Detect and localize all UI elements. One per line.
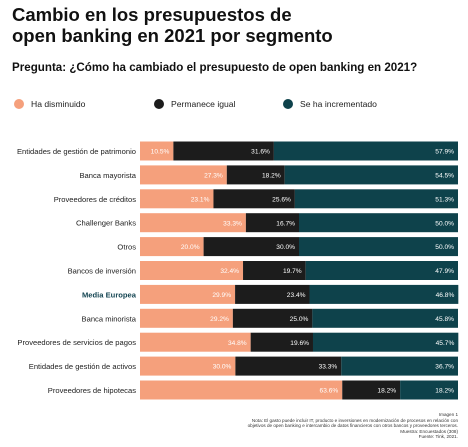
chart-footer: Imagen 1 Nota: El gasto puede incluir IT… [40,412,458,440]
legend-swatch-same [154,99,164,109]
bar-segment-same [245,213,299,233]
bar-segment-increased [400,380,458,400]
bar-segment-same [232,308,313,328]
bar-value-label-same: 19.7% [283,268,302,275]
bar-segment-increased [299,213,458,233]
chart-title-line-2: open banking en 2021 por segmento [12,25,333,46]
bar-value-label-increased: 54.5% [435,173,454,180]
bar-value-label-same: 31.6% [251,149,270,156]
bar-value-label-same: 25.6% [272,196,291,203]
bar-value-label-decreased: 63.6% [320,388,339,395]
bar-value-label-same: 19.6% [290,340,309,347]
bar-segment-increased [312,332,459,352]
category-label: Challenger Banks [76,219,136,228]
legend-item-increased: Se ha incrementado [283,97,377,111]
chart-title-line-1: Cambio en los presupuestos de [12,4,292,25]
footer-note-line-1: Nota: El gasto puede incluir IT, product… [251,417,458,423]
bar-value-label-increased: 18.2% [435,388,454,395]
footer-note-line-2: objetivos de open banking e intercambio … [247,423,458,429]
bar-segment-same [213,189,295,209]
bar-value-label-same: 23.4% [287,292,306,299]
bar-segment-same [235,284,310,304]
stacked-bar-chart: Entidades de gestión de patrimonio 10.5% 3… [17,141,459,400]
bar-value-label-decreased: 34.8% [228,340,247,347]
bar-segment-same [342,380,401,400]
bar-segment-decreased [140,308,233,328]
bar-segment-decreased [140,213,246,233]
bar-segment-increased [341,356,458,376]
bar-value-label-decreased: 29.9% [212,292,231,299]
footer-sample: Muestra: Encuestados (308) [400,428,458,434]
bar-segment-decreased [140,189,214,209]
category-label: Entidades de gestión de activos [29,362,136,371]
category-label: Otros [117,243,136,252]
bar-segment-increased [305,261,458,280]
bar-segment-increased [312,308,458,328]
bar-value-label-decreased: 30.0% [213,364,232,371]
category-label: Proveedores de hipotecas [48,386,136,395]
bar-value-label-same: 33.3% [319,364,338,371]
bar-segment-decreased [140,332,251,352]
footer-source: Fuente: Tink, 2021. [418,434,458,440]
chart-subtitle-question: Pregunta: ¿Cómo ha cambiado el presupues… [12,61,418,74]
legend-item-same: Permanece igual [154,97,236,111]
chart-legend: Ha disminuido Permanece igual Se ha incr… [14,97,454,111]
bar-value-label-same: 18.2% [262,173,281,180]
legend-label-decreased: Ha disminuido [31,99,86,109]
bar-value-label-decreased: 29.2% [210,316,229,323]
bar-segment-increased [299,237,458,257]
bar-segment-decreased [140,356,236,376]
bar-value-label-decreased: 27.3% [204,173,223,180]
legend-label-increased: Se ha incrementado [300,99,377,109]
bar-segment-same [203,237,299,257]
bar-value-label-same: 18.2% [377,388,396,395]
bar-segment-increased [309,284,459,304]
bar-segment-decreased [140,237,204,257]
bar-segment-same [173,141,274,161]
bar-segment-same [250,332,313,352]
legend-label-same: Permanece igual [171,99,236,109]
bar-segment-increased [294,189,458,209]
bar-value-label-increased: 50.0% [435,220,454,227]
bar-value-label-increased: 57.9% [435,149,454,156]
bar-value-label-decreased: 20.0% [181,244,200,251]
bar-value-label-increased: 50.0% [435,244,454,251]
bar-value-label-same: 30.0% [276,244,295,251]
chart-title: Cambio en los presupuestos de open banki… [12,4,452,46]
bar-value-label-increased: 45.8% [435,316,454,323]
bar-segment-decreased [140,261,244,280]
bar-value-label-increased: 36.7% [435,364,454,371]
bar-segment-increased [284,165,458,185]
bar-segment-decreased [140,141,174,161]
legend-swatch-increased [283,99,293,109]
category-label: Bancos de inversión [68,267,136,276]
bar-value-label-decreased: 10.5% [151,149,170,156]
bar-value-label-increased: 47.9% [435,268,454,275]
category-label: Media Europea [82,290,137,299]
bar-segment-same [235,356,342,376]
bar-segment-increased [273,141,458,161]
category-label: Proveedores de créditos [54,195,137,204]
bar-segment-same [243,261,306,280]
footer-image-number: Imagen 1 [438,412,458,417]
category-label: Entidades de gestión de patrimonio [17,147,136,156]
category-label: Banca mayorista [79,171,136,180]
bar-segment-same [226,165,285,185]
bar-value-label-increased: 46.8% [436,292,455,299]
legend-swatch-decreased [14,99,24,109]
category-label: Proveedores de servicios de pagos [17,338,136,347]
bar-value-label-decreased: 33.3% [223,220,242,227]
bar-value-label-same: 25.0% [290,316,309,323]
bar-value-label-increased: 45.7% [436,340,455,347]
legend-item-decreased: Ha disminuido [14,97,85,111]
category-label: Banca minorista [82,314,137,323]
bar-segment-decreased [140,165,227,185]
bar-segment-decreased [140,284,236,304]
bar-value-label-increased: 51.3% [435,196,454,203]
bar-segment-decreased [140,380,343,400]
bar-value-label-same: 16.7% [276,220,295,227]
bar-value-label-decreased: 32.4% [220,268,239,275]
bar-value-label-decreased: 23.1% [191,196,210,203]
